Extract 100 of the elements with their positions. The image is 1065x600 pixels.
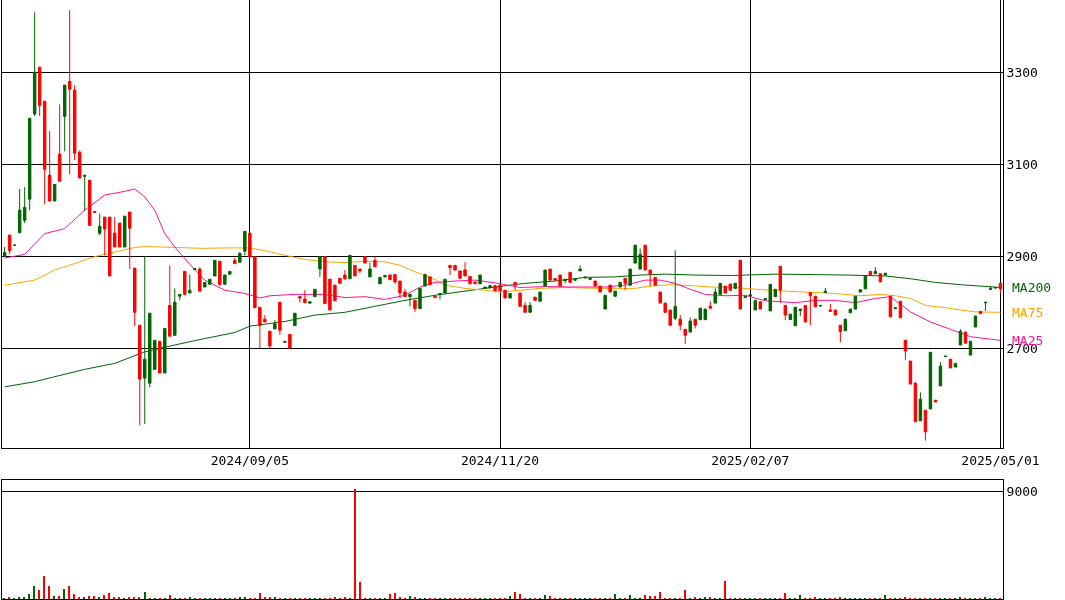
- candlestick: [783, 304, 788, 321]
- candlestick: [47, 130, 52, 202]
- candlestick: [568, 271, 572, 283]
- y-tick-label: 2900: [1006, 248, 1038, 264]
- candlestick: [128, 211, 132, 270]
- bar: [28, 594, 31, 599]
- candlestick: [413, 299, 417, 313]
- candlestick: [843, 318, 848, 332]
- candlestick: [173, 287, 177, 336]
- candlestick: [368, 262, 372, 278]
- candlestick: [858, 289, 863, 293]
- bar: [68, 586, 71, 599]
- candlestick: [563, 278, 567, 284]
- candlestick: [693, 318, 697, 329]
- bar: [629, 595, 632, 599]
- candlestick: [753, 298, 758, 311]
- candlestick: [57, 103, 62, 182]
- bar: [649, 596, 652, 599]
- candlestick: [923, 409, 928, 442]
- candlestick: [608, 284, 612, 293]
- candlestick: [7, 234, 12, 255]
- candlestick: [363, 256, 367, 264]
- bar: [514, 592, 517, 599]
- candlestick: [2, 246, 7, 257]
- bar: [103, 595, 106, 599]
- candlestick: [933, 399, 938, 403]
- candlestick: [243, 230, 247, 256]
- series-label: MA75: [1012, 305, 1044, 320]
- candlestick: [958, 328, 963, 346]
- candlestick: [283, 340, 287, 343]
- candlestick: [178, 293, 182, 301]
- bar: [259, 593, 262, 599]
- bar: [88, 596, 91, 599]
- candlestick: [868, 270, 873, 276]
- candlestick: [838, 324, 843, 343]
- candlestick: [348, 254, 352, 280]
- candlestick: [963, 331, 968, 344]
- bar: [684, 590, 687, 599]
- candlestick: [428, 276, 432, 286]
- bar: [43, 576, 46, 599]
- candlestick: [423, 273, 427, 287]
- candlestick: [818, 304, 823, 307]
- bar: [48, 586, 51, 599]
- candlestick: [508, 292, 512, 299]
- bar: [93, 596, 96, 599]
- candlestick: [373, 255, 377, 268]
- candlestick: [433, 295, 437, 299]
- x-tick-label: 2024/09/05: [210, 452, 289, 468]
- candlestick: [733, 282, 737, 289]
- candlestick: [938, 361, 943, 387]
- candlestick: [688, 316, 692, 333]
- candlestick: [233, 257, 237, 265]
- bar: [58, 596, 61, 599]
- candlestick: [418, 287, 422, 310]
- candlestick: [988, 285, 993, 290]
- bar: [644, 595, 647, 599]
- bar: [394, 593, 397, 599]
- candlestick: [138, 324, 142, 426]
- bar: [519, 594, 522, 599]
- x-tick-label: 2025/05/01: [961, 452, 1040, 468]
- candlestick: [478, 274, 482, 285]
- series-label: MA200: [1012, 280, 1052, 295]
- candlestick: [213, 259, 217, 277]
- candlestick: [513, 281, 517, 291]
- candlestick: [748, 294, 753, 297]
- candlestick: [618, 281, 622, 288]
- candlestick: [743, 295, 747, 299]
- candlestick: [828, 303, 833, 312]
- candlestick: [778, 265, 783, 304]
- candlestick: [823, 287, 828, 294]
- bar: [169, 595, 172, 599]
- bar: [724, 581, 727, 599]
- candlestick: [583, 276, 587, 279]
- line-series: [4, 246, 1001, 313]
- candlestick: [82, 174, 87, 212]
- candlestick: [578, 264, 582, 272]
- candlestick: [133, 267, 137, 327]
- candlestick: [998, 282, 1003, 294]
- candlestick: [903, 339, 908, 361]
- candlestick: [408, 293, 412, 307]
- candlestick: [273, 319, 277, 330]
- candlestick: [808, 292, 813, 326]
- candlestick: [533, 296, 537, 301]
- candlestick: [158, 340, 162, 374]
- candlestick: [623, 277, 627, 291]
- bar: [409, 596, 412, 599]
- candlestick: [313, 288, 317, 298]
- candlestick: [97, 212, 102, 236]
- candlestick: [163, 327, 167, 374]
- y-tick-label: 9000: [1006, 484, 1038, 500]
- candlestick: [218, 260, 222, 286]
- candlestick: [803, 304, 808, 323]
- bar: [33, 586, 36, 599]
- bar: [53, 596, 56, 599]
- candlestick: [318, 256, 322, 278]
- candlestick: [123, 215, 127, 248]
- candlestick: [538, 291, 542, 302]
- x-tick-label: 2024/11/20: [460, 452, 540, 468]
- x-tick-label: 2025/02/07: [711, 452, 790, 468]
- candlestick: [983, 301, 988, 312]
